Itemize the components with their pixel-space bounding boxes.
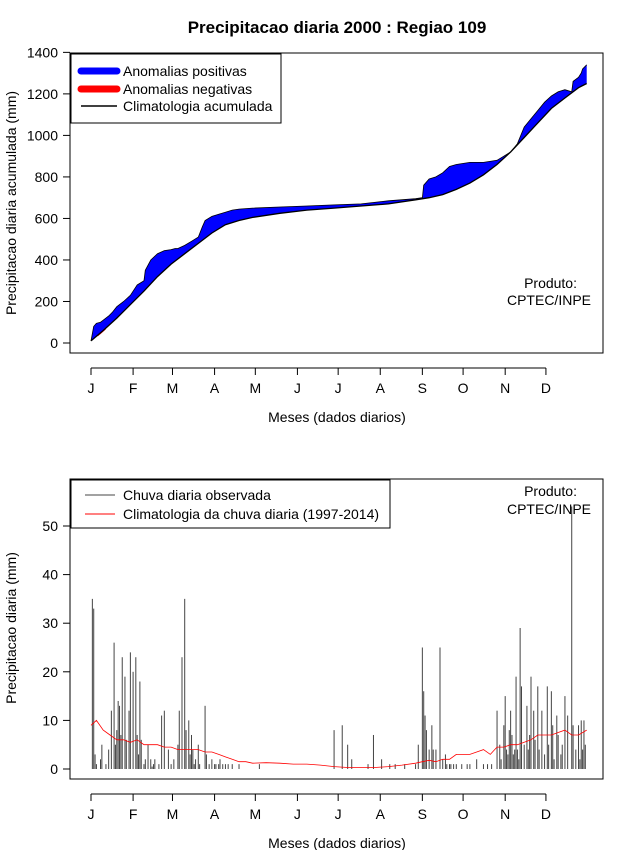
legend-label: Anomalias positivas bbox=[123, 63, 247, 79]
x-tick-label: A bbox=[210, 380, 220, 396]
legend-label: Chuva diaria observada bbox=[123, 487, 271, 503]
legend: Chuva diaria observada Climatologia da ch… bbox=[70, 479, 391, 529]
legend-label: Anomalias negativas bbox=[123, 81, 252, 97]
y-tick-label: 800 bbox=[35, 169, 59, 185]
observed-bars bbox=[91, 506, 586, 769]
x-tick-label: A bbox=[376, 380, 386, 396]
legend: Anomalias positivas Anomalias negativasCl… bbox=[70, 53, 282, 124]
chart-title: Precipitacao diaria 2000 : Regiao 109 bbox=[188, 18, 487, 37]
credit-line-2: CPTEC/INPE bbox=[507, 501, 591, 517]
x-tick-label: D bbox=[541, 806, 551, 822]
y-tick-label: 1200 bbox=[27, 86, 58, 102]
y-axis-label: Precipitacao diaria (mm) bbox=[3, 552, 19, 704]
x-tick-label: N bbox=[500, 380, 510, 396]
y-axis-label: Precipitacao diaria acumulada (mm) bbox=[3, 91, 19, 315]
cumulative-precipitation-chart: 0 200 400 600 800 1000 1200 1400 J F M A M J J A S O N D Mes… bbox=[3, 44, 604, 425]
plot-frame bbox=[69, 478, 604, 780]
x-tick-label: D bbox=[541, 380, 551, 396]
x-tick-label: J bbox=[335, 380, 342, 396]
x-tick-label: A bbox=[210, 806, 220, 822]
y-tick-label: 50 bbox=[42, 518, 58, 534]
x-tick-label: J bbox=[335, 806, 342, 822]
climatology-cumulative-line bbox=[90, 82, 587, 342]
y-tick-label: 20 bbox=[42, 664, 58, 680]
y-tick-label: 1400 bbox=[27, 44, 58, 60]
x-tick-label: J bbox=[88, 806, 95, 822]
x-tick-label: J bbox=[294, 380, 301, 396]
observed-cumulative-line bbox=[90, 64, 587, 341]
x-tick-label: N bbox=[500, 806, 510, 822]
credit-line-1: Produto: bbox=[524, 275, 577, 291]
x-tick-label: A bbox=[376, 806, 386, 822]
legend-label: Climatologia da chuva diaria (1997-2014) bbox=[123, 506, 379, 522]
credit-line-2: CPTEC/INPE bbox=[507, 292, 591, 308]
x-tick-label: S bbox=[418, 380, 427, 396]
x-axis-label: Meses (dados diarios) bbox=[268, 835, 406, 850]
y-tick-label: 1000 bbox=[27, 127, 58, 143]
x-tick-label: M bbox=[167, 806, 179, 822]
y-tick-label: 0 bbox=[50, 335, 58, 351]
x-tick-label: O bbox=[458, 380, 469, 396]
legend-box bbox=[70, 479, 391, 529]
x-tick-label: F bbox=[129, 380, 138, 396]
x-tick-label: F bbox=[129, 806, 138, 822]
x-tick-label: O bbox=[458, 806, 469, 822]
y-tick-label: 600 bbox=[35, 210, 59, 226]
climatology-daily-line bbox=[90, 719, 587, 768]
x-axis-label: Meses (dados diarios) bbox=[268, 409, 406, 425]
plot-frame bbox=[69, 52, 604, 354]
y-tick-label: 400 bbox=[35, 252, 59, 268]
x-tick-label: S bbox=[418, 806, 427, 822]
daily-precipitation-chart: 0 10 20 30 40 50 J F M A M J J A S O N D Meses (dados diar… bbox=[3, 478, 604, 850]
x-tick-label: M bbox=[249, 380, 261, 396]
legend-label: Climatologia acumulada bbox=[123, 98, 273, 114]
y-tick-label: 30 bbox=[42, 615, 58, 631]
x-tick-label: M bbox=[249, 806, 261, 822]
x-tick-label: J bbox=[88, 380, 95, 396]
x-tick-label: M bbox=[167, 380, 179, 396]
x-tick-label: J bbox=[294, 806, 301, 822]
y-tick-label: 0 bbox=[50, 761, 58, 777]
y-tick-label: 10 bbox=[42, 712, 58, 728]
y-tick-label: 200 bbox=[35, 293, 59, 309]
credit-line-1: Produto: bbox=[524, 483, 577, 499]
y-tick-label: 40 bbox=[42, 567, 58, 583]
